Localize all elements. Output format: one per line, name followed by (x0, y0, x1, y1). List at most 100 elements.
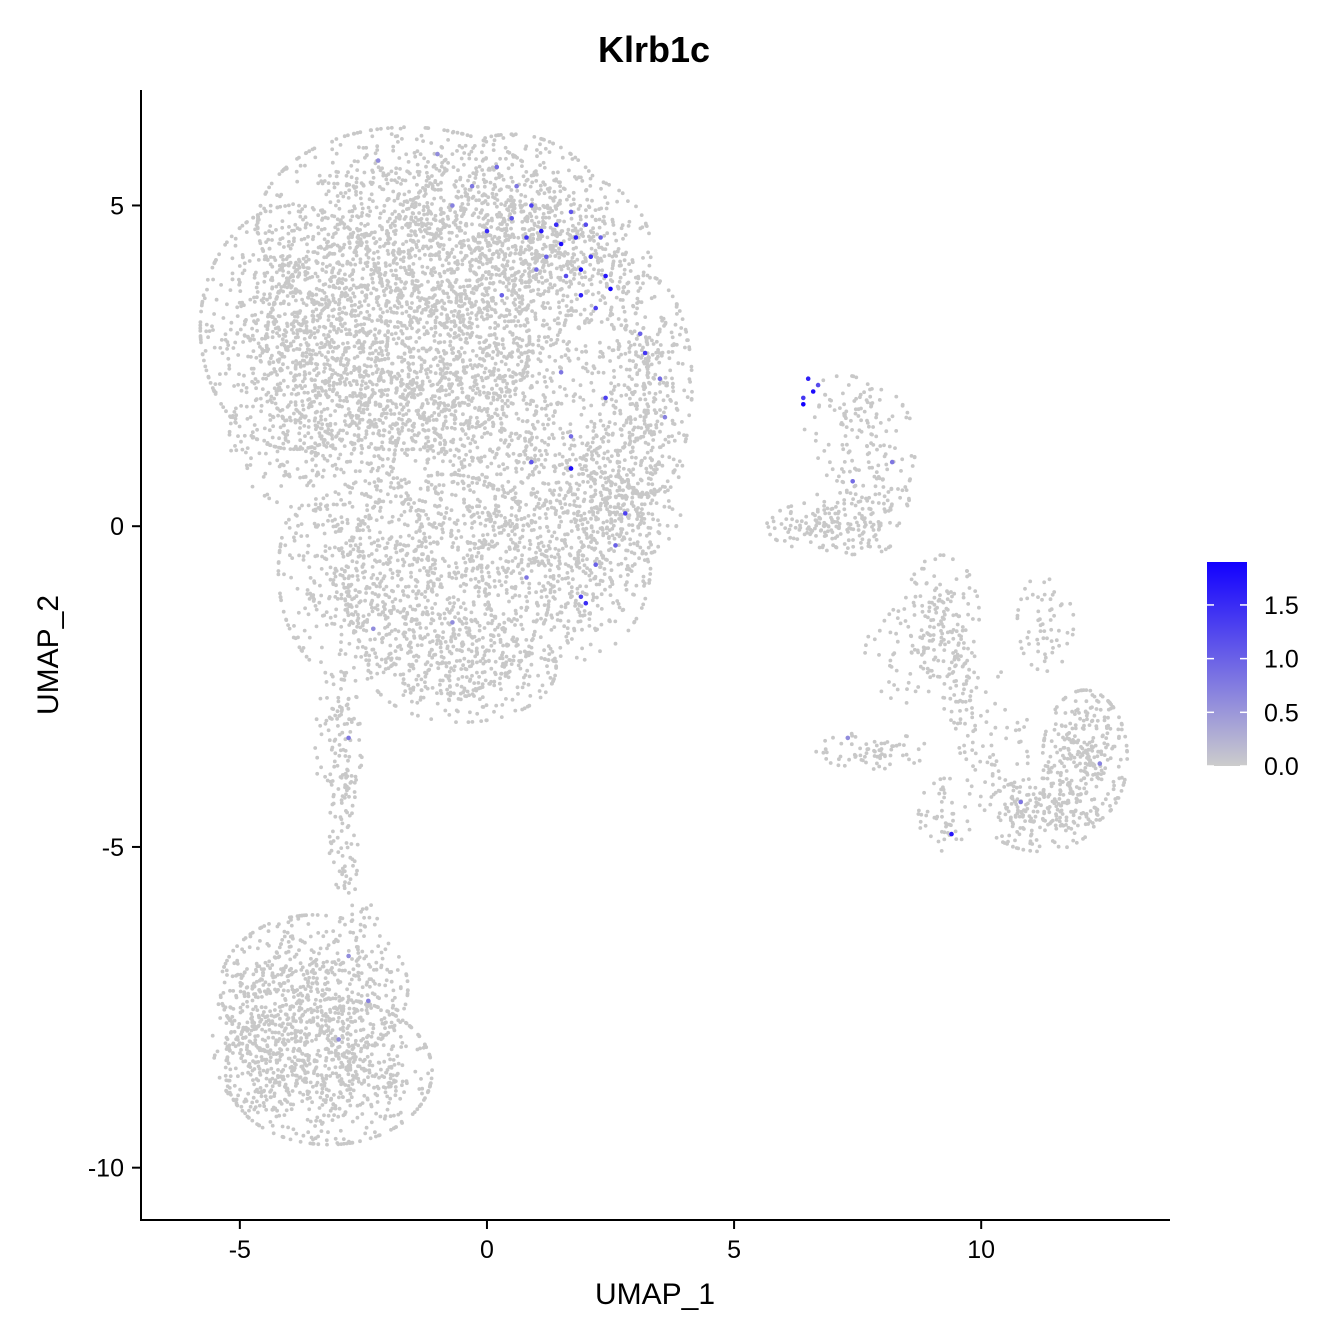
cell-point (587, 234, 591, 239)
cell-point (598, 280, 603, 284)
cell-point (267, 229, 271, 234)
cell-point (458, 315, 462, 319)
cell-point (483, 426, 487, 430)
cell-point (508, 330, 512, 334)
cell-point (336, 372, 340, 377)
cell-point (540, 304, 545, 308)
cell-point (492, 234, 497, 239)
cell-point (475, 285, 479, 290)
cell-point (314, 259, 319, 264)
cell-point (316, 231, 321, 236)
cell-point (201, 293, 206, 298)
cell-point (354, 180, 359, 185)
cell-point (548, 343, 553, 348)
cell-point (424, 164, 428, 169)
cell-point (463, 223, 468, 228)
cell-point (322, 255, 327, 260)
cell-point (541, 323, 546, 328)
cell-point (523, 194, 528, 199)
cell-point (522, 449, 526, 454)
cell-point (608, 359, 612, 363)
cell-point (590, 371, 595, 376)
cell-point (559, 355, 564, 359)
cell-point (308, 335, 312, 340)
cell-point (501, 257, 506, 262)
cell-point (565, 294, 570, 299)
cell-point (667, 455, 672, 460)
cell-point (322, 344, 326, 349)
cell-point (415, 149, 420, 154)
cell-point (372, 417, 377, 422)
cell-point (511, 319, 516, 323)
cell-point (333, 409, 337, 413)
cell-point (415, 309, 419, 313)
cell-point (304, 320, 309, 324)
cell-point (466, 178, 470, 183)
cell-point (494, 336, 499, 341)
cell-point (378, 245, 382, 249)
cell-point (588, 184, 593, 188)
cell-point (223, 371, 228, 376)
cell-point (689, 397, 694, 402)
cell-point (279, 285, 284, 289)
cell-point (280, 414, 285, 419)
cell-point (570, 157, 575, 161)
cell-point (412, 387, 417, 392)
cell-point (370, 351, 375, 356)
cell-point (459, 346, 464, 350)
cell-point (518, 371, 522, 376)
cell-point (471, 349, 475, 353)
cell-point (557, 255, 562, 260)
cell-point (275, 205, 280, 210)
cell-point (319, 341, 324, 345)
cell-point (304, 449, 308, 454)
cell-point (240, 271, 245, 276)
cell-point (442, 340, 447, 344)
cell-point (310, 147, 315, 152)
cell-point (572, 202, 576, 206)
cell-point (310, 457, 315, 462)
cell-point (399, 279, 404, 284)
cell-point (624, 418, 629, 423)
cell-point (562, 323, 567, 328)
cell-point (516, 293, 521, 298)
cell-point (501, 378, 506, 383)
cell-point (274, 284, 279, 289)
cell-point (519, 359, 524, 364)
cell-point (278, 409, 283, 413)
cell-point (461, 412, 465, 417)
cell-point (417, 211, 421, 215)
cell-point (583, 366, 588, 371)
cell-point (483, 215, 487, 220)
cell-point (456, 189, 461, 194)
cell-point (281, 430, 286, 435)
cell-point (479, 408, 484, 413)
cell-point (288, 275, 293, 280)
cell-point (656, 348, 660, 352)
cell-point (374, 348, 378, 353)
cell-point (340, 263, 345, 268)
cell-point (497, 373, 502, 378)
cell-point (468, 358, 472, 362)
cell-point (404, 239, 409, 244)
cell-point (228, 421, 233, 426)
cell-point (491, 148, 496, 153)
cell-point (538, 351, 543, 355)
cell-point (426, 205, 430, 210)
cell-point (267, 302, 272, 306)
cell-point (429, 326, 434, 331)
cell-point (523, 147, 528, 151)
cell-point (511, 340, 516, 345)
cell-point (372, 480, 377, 484)
cell-point (376, 431, 381, 436)
cell-point (319, 227, 324, 232)
cell-point (633, 311, 638, 316)
cell-point (553, 248, 558, 253)
cell-point (439, 312, 444, 316)
cell-point (337, 286, 342, 291)
cell-point (548, 376, 553, 381)
cell-point (561, 264, 566, 268)
cell-point (378, 211, 383, 216)
cell-point (341, 245, 346, 250)
cell-point (282, 446, 286, 451)
